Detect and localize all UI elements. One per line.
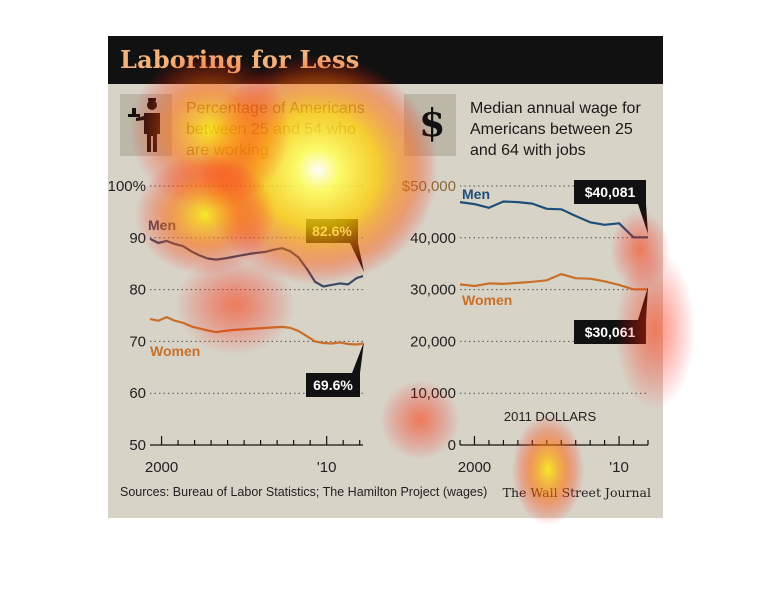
left-y-tick-label: 60 (129, 385, 146, 402)
right-x-tick-label: '10 (609, 459, 629, 476)
left-y-tick-label: 80 (129, 282, 146, 299)
right-men-end-value: $40,081 (585, 184, 636, 200)
left-women-callout-pointer (352, 342, 364, 373)
right-women-end-value: $30,061 (585, 324, 636, 340)
right-series-women-line (459, 273, 648, 291)
left-series-men-label: Men (148, 217, 176, 233)
left-x-tick-label: '10 (317, 459, 337, 476)
chart-figure: Laboring for Less Percentage of American… (108, 36, 663, 518)
right-y-tick-label: $50,000 (402, 178, 456, 195)
right-title-line-3: and 64 with jobs (470, 142, 586, 159)
right-title-line-2: Americans between 25 (470, 121, 633, 138)
right-y-tick-label: 10,000 (410, 385, 456, 402)
right-y-tick-label: 30,000 (410, 282, 456, 299)
right-title-line-1: Median annual wage for (470, 100, 641, 117)
left-men-end-value: 82.6% (312, 223, 352, 239)
right-y-tick-label: 40,000 (410, 230, 456, 247)
right-men-callout-pointer (638, 204, 648, 234)
left-series-men-line (149, 237, 364, 288)
left-series-women-label: Women (150, 343, 200, 359)
right-series-men-label: Men (462, 186, 490, 202)
left-y-tick-label: 70 (129, 333, 146, 350)
right-annotation: 2011 DOLLARS (504, 409, 597, 424)
left-y-tick-label: 100% (108, 178, 146, 195)
source-note: Sources: Bureau of Labor Statistics; The… (120, 485, 488, 499)
left-y-tick-label: 50 (129, 437, 146, 454)
left-series-women-line (149, 316, 364, 346)
right-men-callout-box (574, 180, 646, 204)
right-series-men-line (459, 200, 648, 239)
left-men-callout-pointer (350, 243, 364, 272)
charts-canvas: 100% 90 80 70 60 50 2000 '10 Men 82.6% Women 69.6% $… (108, 178, 649, 476)
right-women-callout-pointer (638, 287, 648, 320)
left-x-tick-label: 2000 (145, 459, 178, 476)
right-x-tick-label: 2000 (458, 459, 491, 476)
brand-credit: The Wall Street Journal (502, 485, 651, 500)
left-y-tick-label: 90 (129, 230, 146, 247)
right-panel-title: Median annual wage for Americans between… (470, 98, 660, 161)
left-women-end-value: 69.6% (313, 377, 353, 393)
right-series-women-label: Women (462, 292, 512, 308)
right-y-tick-label: 0 (448, 437, 456, 454)
left-women-callout-box (306, 373, 360, 397)
right-y-tick-label: 20,000 (410, 333, 456, 350)
